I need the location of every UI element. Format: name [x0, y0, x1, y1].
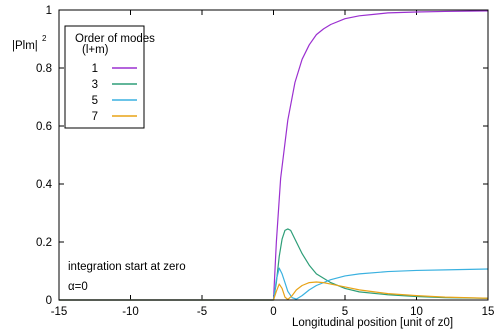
y-tick-label: 0.4 — [36, 179, 53, 191]
x-tick-label: -5 — [197, 306, 207, 318]
annotation-integration: integration start at zero — [68, 261, 186, 273]
y-tick-label: 0.8 — [36, 63, 52, 75]
legend: Order of modes (l+m) 1 3 5 7 — [64, 25, 155, 129]
x-tick-label: 10 — [410, 306, 423, 318]
x-tick-label: 15 — [482, 306, 495, 318]
legend-box — [64, 25, 145, 129]
legend-label-mode-1: 1 — [92, 63, 98, 75]
series-line-mode-5 — [59, 267, 489, 301]
x-tick-label: -15 — [51, 306, 68, 318]
legend-label-mode-5: 5 — [92, 95, 98, 107]
series-line-mode-7 — [59, 281, 489, 301]
y-tick-label: 1 — [46, 5, 52, 17]
legend-subtitle: (l+m) — [82, 44, 109, 56]
y-tick-label: 0 — [46, 295, 52, 307]
y-axis-label-superscript: 2 — [42, 34, 47, 43]
plot-frame — [58, 9, 489, 301]
y-tick-label: 0.2 — [36, 237, 52, 249]
x-tick-label: 0 — [270, 306, 276, 318]
legend-label-mode-7: 7 — [92, 111, 98, 123]
y-axis-label: |Plm| — [12, 40, 38, 52]
y-axis-title: |Plm| 2 — [12, 34, 47, 52]
x-axis-label: Longitudinal position [unit of z0] — [292, 317, 453, 329]
series-line-mode-1 — [59, 10, 489, 301]
x-tick-label: 5 — [342, 306, 348, 318]
x-tick-label: -10 — [122, 306, 139, 318]
legend-title: Order of modes — [75, 33, 155, 45]
legend-label-mode-3: 3 — [92, 79, 98, 91]
y-tick-label: 0.6 — [36, 121, 52, 133]
annotation-alpha: α=0 — [68, 281, 88, 293]
series-line-mode-3 — [59, 228, 489, 301]
